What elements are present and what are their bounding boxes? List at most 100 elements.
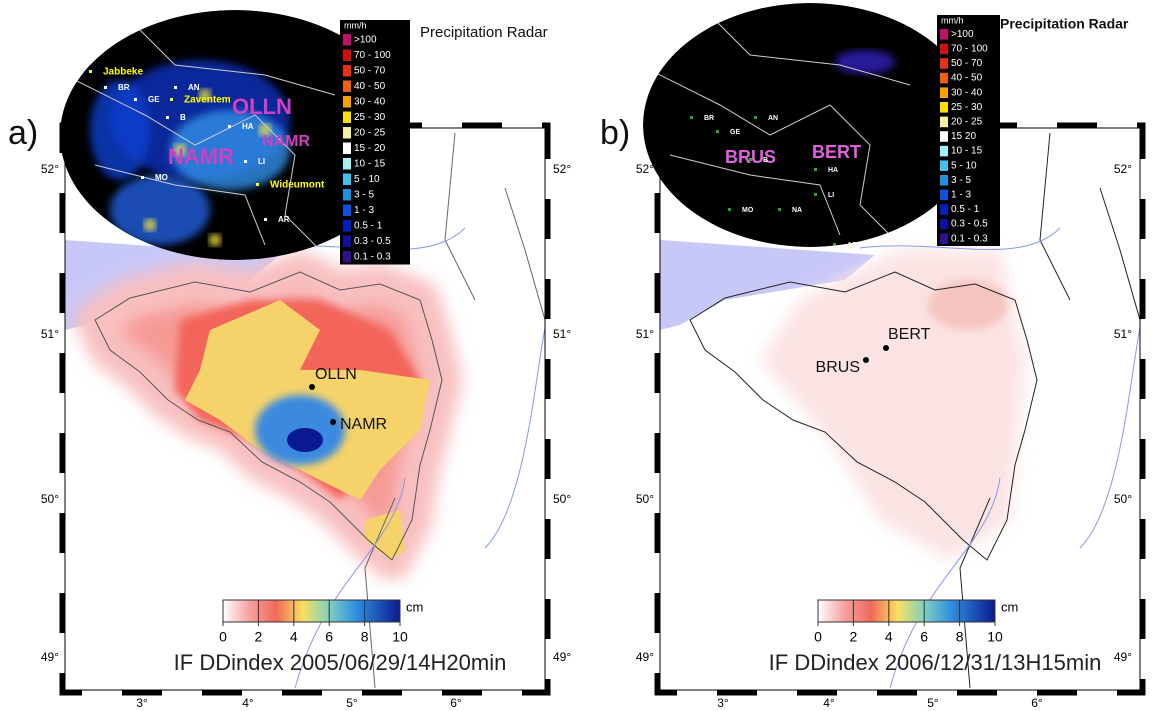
radar-legend-swatch	[343, 251, 351, 263]
radar-legend-swatch	[940, 160, 948, 171]
radar-site-label: NAMR	[262, 133, 310, 150]
radar-legend-label: 15 - 20	[354, 143, 386, 154]
radar-legend-swatch	[343, 158, 351, 170]
station-marker	[863, 357, 869, 363]
radar-legend-label: 20 - 25	[354, 127, 386, 138]
radar-site-marker	[690, 116, 693, 119]
radar-legend-label: 5 - 10	[951, 160, 977, 171]
radar-legend-label: 20 - 25	[951, 117, 983, 128]
latitude-label: 50°	[636, 492, 654, 506]
radar-legend-label: 30 - 40	[951, 87, 983, 98]
radar-legend-label: 70 - 100	[354, 50, 391, 61]
radar-site-label: AN	[768, 115, 778, 122]
radar-site-label: GE	[730, 129, 740, 136]
radar-site-marker	[170, 98, 173, 101]
colorbar-unit: cm	[1001, 599, 1018, 614]
colorbar-unit: cm	[406, 599, 423, 614]
dd-field-peak	[928, 280, 1008, 330]
radar-legend-swatch	[343, 174, 351, 186]
radar-legend-swatch	[940, 175, 948, 186]
radar-site-marker	[754, 116, 757, 119]
colorbar-tick-label: 10	[392, 629, 408, 645]
panel-label: a)	[8, 114, 38, 152]
colorbar-tick-label: 4	[885, 629, 893, 645]
radar-echo-core	[209, 234, 221, 246]
radar-legend-swatch	[343, 65, 351, 77]
colorbar-tick-label: 10	[987, 629, 1003, 645]
radar-legend-label: 25 - 30	[951, 102, 983, 113]
radar-site-marker	[814, 168, 817, 171]
radar-site-marker	[778, 208, 781, 211]
colorbar-tick-label: 0	[814, 629, 822, 645]
radar-site-label: AR	[278, 215, 290, 224]
radar-legend-label: 3 - 5	[354, 189, 374, 200]
radar-legend-swatch	[343, 112, 351, 124]
longitude-label: 6°	[450, 696, 462, 710]
radar-legend-swatch	[940, 233, 948, 244]
longitude-label: 3°	[136, 696, 148, 710]
radar-site-label: MO	[742, 207, 754, 214]
longitude-label: 5°	[927, 696, 939, 710]
radar-site-marker	[134, 98, 137, 101]
radar-site-marker	[104, 86, 107, 89]
latitude-label: 51°	[636, 327, 654, 341]
colorbar	[818, 600, 995, 622]
radar-site-label: GE	[148, 95, 160, 104]
radar-site-label: MO	[155, 173, 168, 182]
radar-legend-swatch	[940, 219, 948, 230]
radar-site-label: NA	[792, 207, 802, 214]
radar-site-marker	[174, 86, 177, 89]
radar-site-marker	[264, 218, 267, 221]
radar-background	[643, 3, 977, 247]
latitude-label: 52°	[1114, 162, 1132, 176]
radar-site-label: LI	[258, 157, 265, 166]
radar-legend-swatch	[343, 34, 351, 46]
radar-legend-swatch	[343, 96, 351, 108]
radar-legend-swatch	[343, 127, 351, 139]
radar-site-label: LI	[828, 192, 834, 199]
colorbar-tick-label: 4	[290, 629, 298, 645]
latitude-label: 49°	[41, 650, 59, 664]
radar-legend-label: 40 - 50	[951, 73, 983, 84]
colorbar-tick-label: 2	[255, 629, 263, 645]
latitude-label: 52°	[636, 162, 654, 176]
radar-site-marker	[166, 116, 169, 119]
radar-legend-label: 3 - 5	[951, 175, 971, 186]
colorbar-tick-label: 8	[956, 629, 964, 645]
radar-site-marker	[89, 70, 92, 73]
radar-legend-swatch	[343, 143, 351, 155]
radar-site-label: Jabbeke	[103, 67, 143, 78]
colorbar	[223, 600, 400, 622]
map-title: IF DDindex 2006/12/31/13H15min	[769, 650, 1102, 675]
radar-site-label: BR	[704, 115, 714, 122]
station-marker	[309, 384, 315, 390]
radar-legend-swatch	[343, 205, 351, 217]
radar-site-label: NAMR	[168, 144, 234, 169]
radar-legend-swatch	[343, 50, 351, 62]
latitude-label: 51°	[41, 327, 59, 341]
radar-site-marker	[256, 183, 259, 186]
radar-legend-label: 0.5 - 1	[951, 204, 980, 215]
figure: OLLNNAMR0246810cmIF DDindex 2005/06/29/1…	[0, 0, 1154, 711]
radar-site-label: HA	[828, 167, 838, 174]
latitude-label: 51°	[553, 327, 571, 341]
station-label: NAMR	[340, 416, 387, 433]
radar-legend-swatch	[343, 189, 351, 201]
latitude-label: 51°	[1114, 327, 1132, 341]
radar-legend-label: 15 20	[951, 131, 976, 142]
latitude-label: 49°	[553, 650, 571, 664]
radar-site-label: BR	[118, 83, 130, 92]
station-label: BERT	[888, 326, 931, 343]
radar-site-marker	[728, 208, 731, 211]
radar-legend-label: >100	[354, 34, 377, 45]
radar-echo-core	[144, 219, 156, 231]
radar-legend-label: 1 - 3	[354, 205, 374, 216]
radar-legend-label: 0.3 - 0.5	[951, 219, 988, 230]
radar-legend-unit: mm/h	[941, 15, 964, 25]
radar-echo	[90, 80, 150, 180]
radar-legend-swatch	[940, 87, 948, 98]
longitude-label: 5°	[346, 696, 358, 710]
radar-legend-label: 0.1 - 0.3	[354, 251, 391, 262]
radar-legend-swatch	[940, 204, 948, 215]
radar-legend-label: 10 - 15	[354, 158, 386, 169]
